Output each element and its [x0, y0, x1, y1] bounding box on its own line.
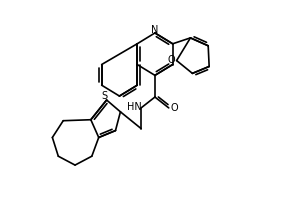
Text: O: O — [168, 55, 176, 65]
Text: O: O — [171, 103, 178, 113]
Text: S: S — [102, 91, 108, 101]
Text: N: N — [151, 25, 159, 35]
Text: HN: HN — [127, 102, 142, 112]
